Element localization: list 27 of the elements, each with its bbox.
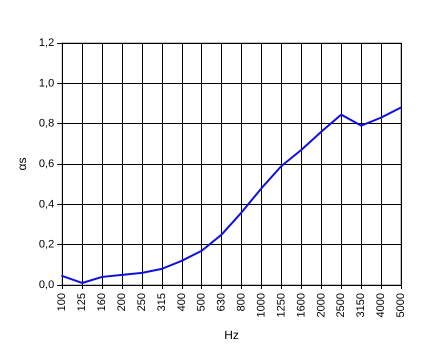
- x-tick-label: 800: [236, 293, 248, 312]
- x-tick-label: 500: [196, 293, 208, 312]
- x-tick-label: 200: [116, 293, 128, 312]
- x-tick-label: 125: [76, 293, 88, 312]
- x-tick-label: 1600: [295, 293, 308, 318]
- x-tick-label: 100: [56, 293, 68, 312]
- x-tick-label: 250: [136, 293, 148, 312]
- x-tick-label: 5000: [395, 293, 407, 318]
- y-tick-label: 1,0: [38, 77, 54, 90]
- y-tick-label: 0,2: [38, 238, 54, 251]
- x-axis-title: Hz: [224, 328, 239, 342]
- y-tick-label: 0,0: [38, 279, 54, 291]
- x-tick-label: 1250: [275, 293, 288, 318]
- y-tick-label: 1,2: [38, 37, 54, 49]
- x-tick-label: 160: [96, 293, 108, 312]
- x-tick-label: 630: [216, 293, 228, 312]
- x-tick-label: 3150: [355, 293, 368, 318]
- x-tick-label: 1000: [255, 293, 268, 318]
- x-tick-label: 2500: [335, 293, 348, 318]
- y-tick-label: 0,8: [38, 118, 54, 130]
- x-tick-label: 4000: [375, 293, 388, 318]
- y-tick-label: 0,4: [38, 198, 54, 210]
- x-tick-label: 2000: [315, 293, 328, 318]
- y-axis-title: αs: [15, 158, 29, 170]
- y-tick-label: 0,6: [38, 158, 54, 170]
- x-tick-label: 400: [176, 293, 188, 312]
- x-tick-label: 315: [156, 293, 168, 312]
